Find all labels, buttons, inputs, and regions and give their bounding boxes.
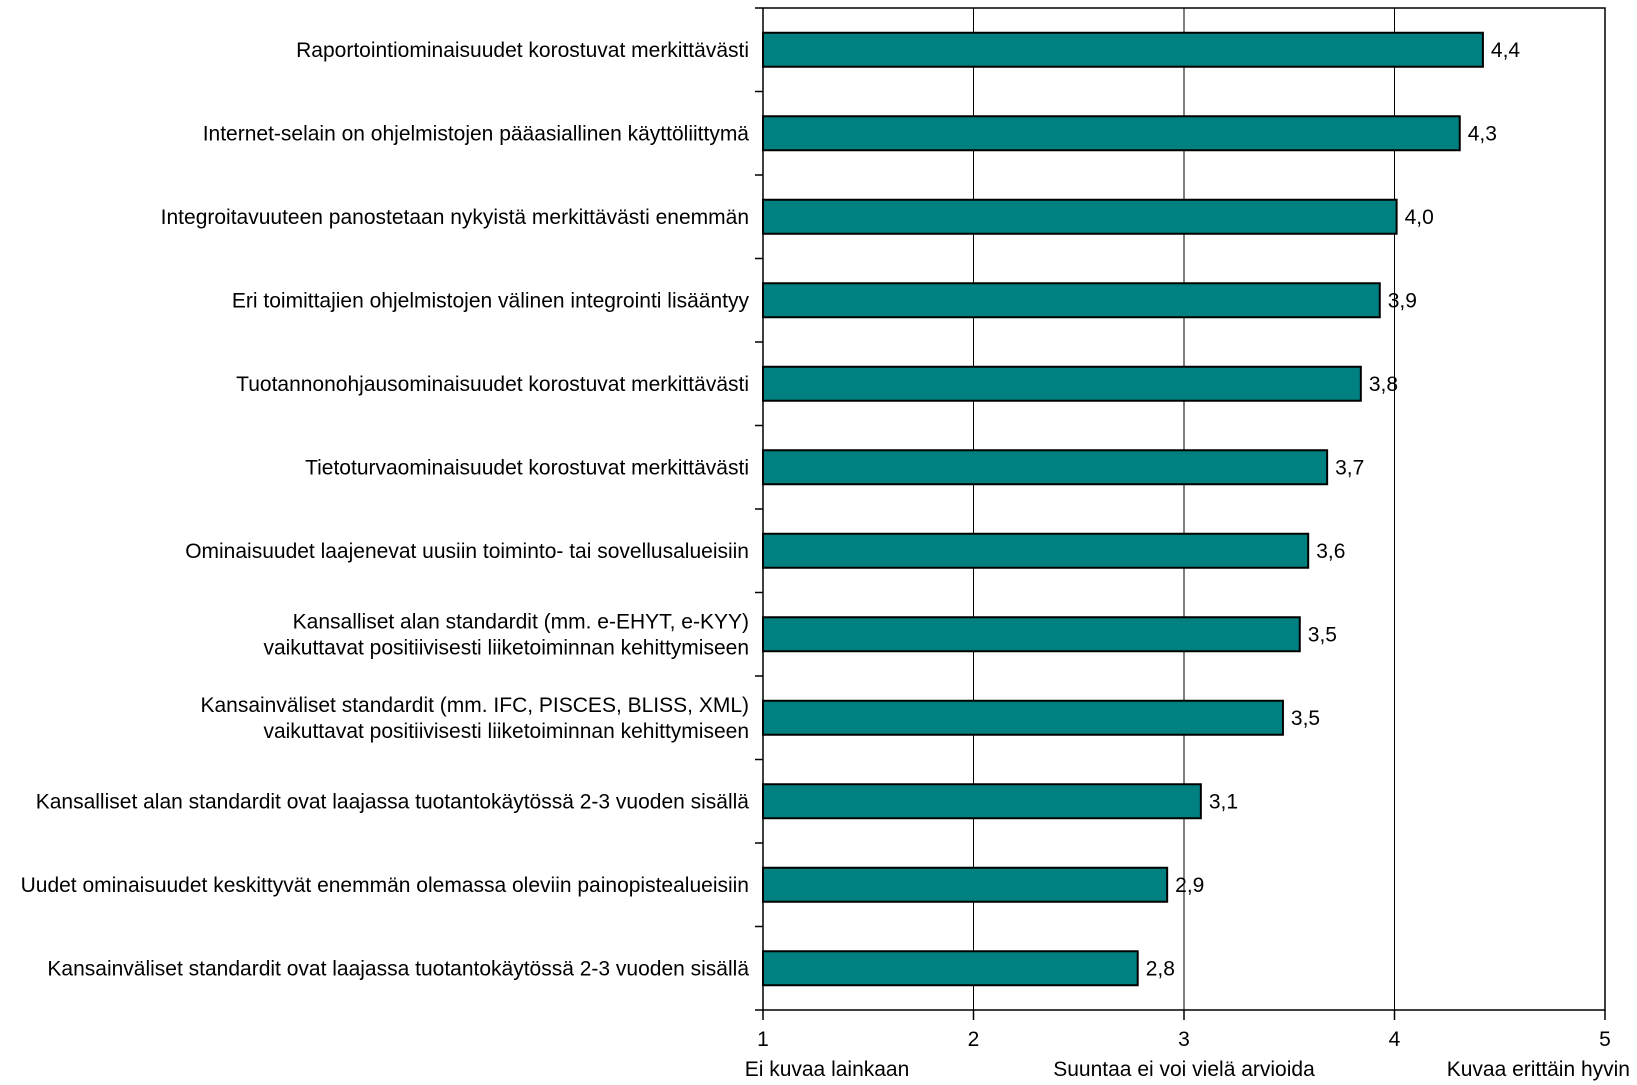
value-label-3: 4,0	[1405, 206, 1434, 229]
category-label-2: Internet-selain on ohjelmistojen pääasia…	[203, 122, 750, 145]
category-label-11: Uudet ominaisuudet keskittyvät enemmän o…	[21, 874, 749, 897]
category-label-5: Tuotannonohjausominaisuudet korostuvat m…	[236, 373, 749, 396]
value-labels: 4,4 4,3 4,0 3,9 3,8 3,7 3,6 3,5 3,5 3,1 2,9 2,8	[1146, 39, 1521, 981]
value-label-8: 3,5	[1308, 623, 1337, 646]
x-tick-label-3: 3	[1178, 1028, 1190, 1051]
bar-9	[762, 699, 1284, 736]
bar-7	[762, 532, 1310, 569]
bar-11	[762, 866, 1169, 903]
category-label-7: Ominaisuudet laajenevat uusiin toiminto-…	[185, 540, 749, 563]
axis-description-3: Kuvaa erittäin hyvin	[1447, 1058, 1630, 1081]
category-label-3: Integroitavuuteen panostetaan nykyistä m…	[161, 206, 749, 229]
value-label-11: 2,9	[1175, 874, 1204, 897]
category-label-8-line-2: vaikuttavat positiivisesti liiketoiminna…	[263, 636, 749, 659]
category-label-8-line-1: Kansalliset alan standardit (mm. e-EHYT,…	[293, 610, 749, 633]
value-label-4: 3,9	[1388, 289, 1417, 312]
value-label-10: 3,1	[1209, 790, 1238, 813]
x-axis: 1 2 3 4 5 Ei kuvaa lainkaan Suuntaa ei voi vie…	[745, 7, 1630, 1081]
axis-description-1: Ei kuvaa lainkaan	[745, 1058, 910, 1081]
category-label-4: Eri toimittajien ohjelmistojen välinen i…	[232, 289, 750, 312]
category-labels: Raportointiominaisuudet korostuvat merki…	[21, 39, 750, 981]
category-label-10: Kansalliset alan standardit ovat laajass…	[36, 790, 750, 813]
bar-4	[762, 282, 1381, 319]
category-label-9-line-2: vaikuttavat positiivisesti liiketoiminna…	[263, 720, 749, 743]
value-label-12: 2,8	[1146, 957, 1175, 980]
grid-lines	[973, 8, 1395, 1010]
category-label-9-line-1: Kansainväliset standardit (mm. IFC, PISC…	[200, 694, 749, 717]
axis-description-2: Suuntaa ei voi vielä arvioida	[1053, 1058, 1315, 1081]
category-label-12: Kansainväliset standardit ovat laajassa …	[47, 957, 749, 980]
value-label-5: 3,8	[1369, 373, 1398, 396]
value-label-6: 3,7	[1335, 456, 1364, 479]
x-tick-label-2: 2	[968, 1028, 980, 1051]
bar-5	[762, 365, 1362, 402]
bar-1	[762, 31, 1484, 68]
value-label-7: 3,6	[1316, 540, 1345, 563]
value-label-1: 4,4	[1491, 39, 1521, 62]
bar-10	[762, 783, 1202, 820]
x-tick-label-1: 1	[757, 1028, 769, 1051]
category-label-1: Raportointiominaisuudet korostuvat merki…	[296, 39, 749, 62]
x-tick-label-5: 5	[1599, 1028, 1611, 1051]
bar-2	[762, 115, 1461, 152]
bar-8	[762, 616, 1301, 653]
value-label-9: 3,5	[1291, 707, 1320, 730]
x-tick-label-4: 4	[1389, 1028, 1401, 1051]
category-label-6: Tietoturvaominaisuudet korostuvat merkit…	[305, 456, 749, 479]
bar-12	[762, 950, 1139, 987]
bar-3	[762, 198, 1398, 235]
value-label-2: 4,3	[1468, 122, 1497, 145]
bars	[762, 31, 1484, 987]
bar-6	[762, 449, 1329, 486]
